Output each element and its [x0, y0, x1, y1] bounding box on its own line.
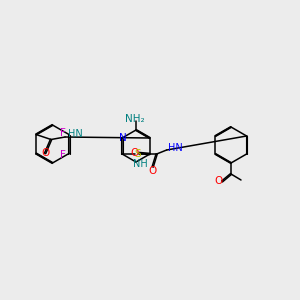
Text: O: O [148, 166, 157, 176]
Text: N: N [119, 133, 127, 143]
Text: HN: HN [168, 143, 183, 153]
Text: HN: HN [68, 129, 82, 139]
Text: NH: NH [133, 159, 147, 169]
Text: O: O [131, 148, 139, 158]
Text: S: S [135, 149, 142, 159]
Text: F: F [59, 151, 65, 160]
Text: F: F [59, 128, 65, 137]
Text: NH₂: NH₂ [125, 114, 145, 124]
Text: O: O [41, 148, 49, 158]
Text: O: O [214, 176, 222, 187]
